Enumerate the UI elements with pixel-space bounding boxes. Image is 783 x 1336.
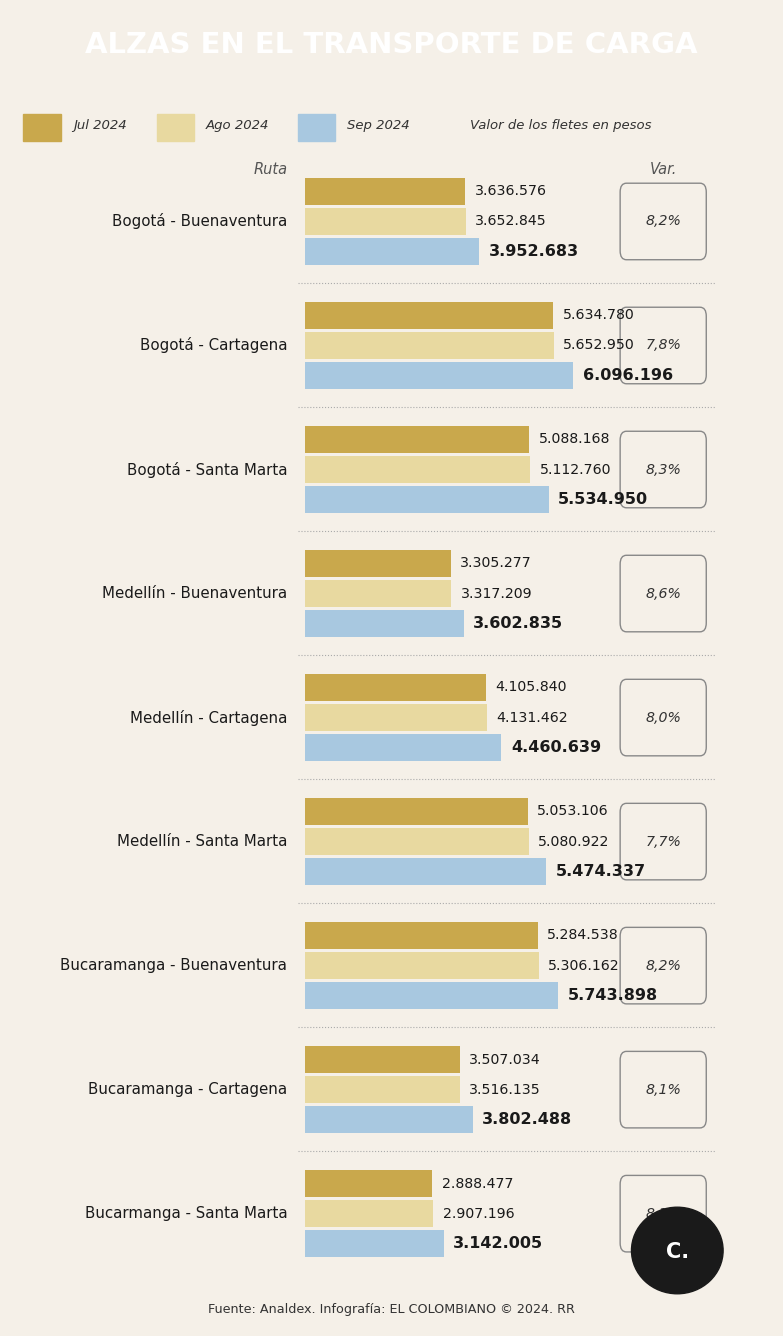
Text: 6.096.196: 6.096.196 <box>583 369 673 383</box>
FancyBboxPatch shape <box>305 859 546 884</box>
FancyBboxPatch shape <box>305 456 530 482</box>
FancyBboxPatch shape <box>305 302 553 329</box>
Text: 3.305.277: 3.305.277 <box>460 556 532 570</box>
FancyBboxPatch shape <box>305 953 539 979</box>
FancyBboxPatch shape <box>305 1106 473 1133</box>
FancyBboxPatch shape <box>305 1077 460 1104</box>
Text: 3.516.135: 3.516.135 <box>469 1082 541 1097</box>
Text: Bogotá - Santa Marta: Bogotá - Santa Marta <box>127 461 287 477</box>
FancyBboxPatch shape <box>305 426 529 453</box>
FancyBboxPatch shape <box>305 208 466 235</box>
Bar <box>298 115 335 140</box>
Text: 2.907.196: 2.907.196 <box>442 1206 514 1221</box>
Text: 3.636.576: 3.636.576 <box>474 184 547 198</box>
Text: 5.474.337: 5.474.337 <box>555 864 646 879</box>
FancyBboxPatch shape <box>305 580 451 607</box>
Text: 3.142.005: 3.142.005 <box>453 1236 543 1252</box>
Text: Medellín - Cartagena: Medellín - Cartagena <box>130 709 287 725</box>
FancyBboxPatch shape <box>305 1170 432 1197</box>
Text: Valor de los fletes en pesos: Valor de los fletes en pesos <box>470 119 651 132</box>
Text: 8,2%: 8,2% <box>645 959 681 973</box>
Text: 8,3%: 8,3% <box>645 462 681 477</box>
Text: Bucarmanga - Santa Marta: Bucarmanga - Santa Marta <box>85 1206 287 1221</box>
Text: Medellín - Santa Marta: Medellín - Santa Marta <box>117 834 287 850</box>
Text: 3.952.683: 3.952.683 <box>489 244 579 259</box>
FancyBboxPatch shape <box>305 486 549 513</box>
FancyBboxPatch shape <box>620 183 706 259</box>
Text: 5.112.760: 5.112.760 <box>539 462 611 477</box>
Text: 5.652.950: 5.652.950 <box>563 338 635 353</box>
Text: 5.743.898: 5.743.898 <box>568 989 658 1003</box>
FancyBboxPatch shape <box>305 611 464 637</box>
Text: Jul 2024: Jul 2024 <box>73 119 126 132</box>
Text: Sep 2024: Sep 2024 <box>347 119 410 132</box>
Text: 8,2%: 8,2% <box>645 215 681 228</box>
FancyBboxPatch shape <box>620 679 706 756</box>
Text: 5.534.950: 5.534.950 <box>558 492 648 508</box>
Bar <box>157 115 194 140</box>
FancyBboxPatch shape <box>620 1176 706 1252</box>
Text: 3.507.034: 3.507.034 <box>469 1053 541 1066</box>
Text: Ago 2024: Ago 2024 <box>206 119 269 132</box>
Text: Medellín - Buenaventura: Medellín - Buenaventura <box>103 587 287 601</box>
FancyBboxPatch shape <box>305 362 573 389</box>
FancyBboxPatch shape <box>305 922 538 949</box>
Text: 2.888.477: 2.888.477 <box>442 1177 514 1190</box>
FancyBboxPatch shape <box>305 178 465 204</box>
FancyBboxPatch shape <box>305 1230 443 1257</box>
Text: 8,6%: 8,6% <box>645 587 681 601</box>
FancyBboxPatch shape <box>305 1046 460 1073</box>
FancyBboxPatch shape <box>305 798 528 824</box>
FancyBboxPatch shape <box>620 432 706 508</box>
Text: Bucaramanga - Buenaventura: Bucaramanga - Buenaventura <box>60 958 287 973</box>
Text: 3.602.835: 3.602.835 <box>473 616 563 631</box>
FancyBboxPatch shape <box>305 982 558 1009</box>
Text: Bogotá - Buenaventura: Bogotá - Buenaventura <box>112 214 287 230</box>
Bar <box>23 115 61 140</box>
Text: 8,1%: 8,1% <box>645 1082 681 1097</box>
Text: 5.634.780: 5.634.780 <box>562 309 634 322</box>
FancyBboxPatch shape <box>305 675 486 701</box>
FancyBboxPatch shape <box>305 1200 433 1226</box>
Text: 7,7%: 7,7% <box>645 835 681 848</box>
Text: C.: C. <box>666 1242 689 1263</box>
Text: 3.652.845: 3.652.845 <box>475 215 547 228</box>
Text: 8,0%: 8,0% <box>645 711 681 724</box>
Text: 3.802.488: 3.802.488 <box>482 1113 572 1128</box>
Text: 3.317.209: 3.317.209 <box>460 587 532 601</box>
Text: 5.088.168: 5.088.168 <box>539 433 610 446</box>
FancyBboxPatch shape <box>620 803 706 880</box>
Text: Fuente: Analdex. Infografía: EL COLOMBIANO © 2024. RR: Fuente: Analdex. Infografía: EL COLOMBIA… <box>208 1303 575 1316</box>
FancyBboxPatch shape <box>305 735 501 762</box>
FancyBboxPatch shape <box>305 828 529 855</box>
Text: 4.105.840: 4.105.840 <box>496 680 567 695</box>
Text: Bogotá - Cartagena: Bogotá - Cartagena <box>140 338 287 354</box>
FancyBboxPatch shape <box>620 556 706 632</box>
Circle shape <box>632 1208 723 1293</box>
Text: 7,8%: 7,8% <box>645 338 681 353</box>
Text: ALZAS EN EL TRANSPORTE DE CARGA: ALZAS EN EL TRANSPORTE DE CARGA <box>85 32 698 59</box>
Text: 8,1%: 8,1% <box>645 1206 681 1221</box>
Text: 4.131.462: 4.131.462 <box>496 711 568 724</box>
Text: Ruta: Ruta <box>253 162 287 176</box>
Text: 5.080.922: 5.080.922 <box>538 835 609 848</box>
FancyBboxPatch shape <box>305 238 479 265</box>
FancyBboxPatch shape <box>620 307 706 383</box>
FancyBboxPatch shape <box>620 927 706 1003</box>
FancyBboxPatch shape <box>620 1051 706 1128</box>
Text: Bucaramanga - Cartagena: Bucaramanga - Cartagena <box>88 1082 287 1097</box>
Text: 5.306.162: 5.306.162 <box>548 959 619 973</box>
Text: Var.: Var. <box>651 162 677 176</box>
FancyBboxPatch shape <box>305 550 451 577</box>
Text: 5.053.106: 5.053.106 <box>537 804 608 819</box>
Text: 5.284.538: 5.284.538 <box>547 929 619 942</box>
FancyBboxPatch shape <box>305 704 487 731</box>
FancyBboxPatch shape <box>305 333 554 359</box>
Text: 4.460.639: 4.460.639 <box>511 740 601 755</box>
